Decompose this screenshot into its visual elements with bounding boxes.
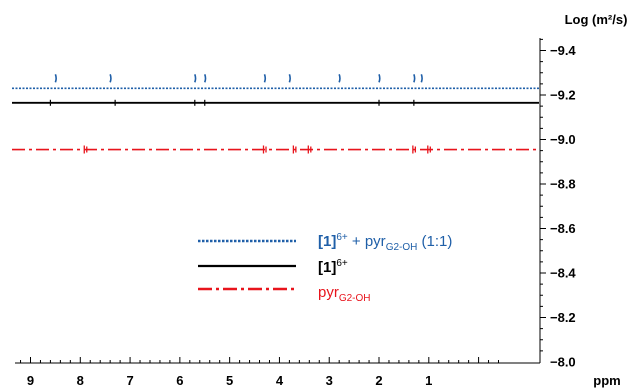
- x-tick-label: 7: [126, 373, 133, 388]
- x-tick-label: 9: [27, 373, 34, 388]
- legend-label-1: [1]6+: [318, 258, 348, 276]
- series-peak-contour: [109, 74, 112, 83]
- x-tick-label: 2: [375, 373, 382, 388]
- series-peak-contour: [263, 74, 267, 83]
- legend-label-part: + pyr: [348, 233, 386, 250]
- legend-label-part: 6+: [336, 258, 348, 269]
- x-axis-title: ppm: [593, 373, 620, 388]
- series-peak-contour: [427, 145, 431, 154]
- x-tick-label: 1: [425, 373, 432, 388]
- series-peak-contour: [413, 74, 416, 83]
- x-tick-label: 6: [176, 373, 183, 388]
- y-tick-label: −9.2: [550, 88, 576, 103]
- x-tick-label: 8: [77, 373, 84, 388]
- series-peak-contour: [292, 145, 297, 154]
- series-peak-contour: [412, 145, 417, 154]
- x-tick-label: 4: [276, 373, 284, 388]
- series-peak-contour: [338, 74, 341, 83]
- y-tick-label: −8.2: [550, 310, 576, 325]
- series-peak-contour: [262, 145, 267, 154]
- series-peak-contour: [54, 74, 57, 83]
- series-peak-contour: [83, 145, 88, 154]
- legend-label-2: pyrG2-OH: [318, 284, 371, 304]
- legend-label-0: [1]6+ + pyrG2-OH (1:1): [318, 232, 452, 253]
- series-peak-contour: [194, 74, 197, 83]
- legend-label-part: [1]: [318, 233, 336, 250]
- x-tick-label: 5: [226, 373, 233, 388]
- series-peak-contour: [420, 74, 423, 83]
- legend-label-part: G2-OH: [339, 293, 371, 304]
- legend-label-part: pyr: [318, 284, 339, 301]
- legend-label-part: [1]: [318, 259, 336, 276]
- legend-label-part: 6+: [336, 232, 348, 243]
- series-peak-contour: [288, 74, 291, 83]
- series-peak-contour: [203, 74, 207, 83]
- series-peak-contour: [378, 74, 381, 83]
- legend-label-part: (1:1): [417, 233, 452, 250]
- y-tick-label: −8.6: [550, 221, 576, 236]
- y-tick-label: −9.0: [550, 132, 576, 147]
- y-axis-title: Log (m²/s): [565, 12, 628, 27]
- y-tick-label: −8.8: [550, 177, 576, 192]
- y-tick-label: −9.4: [550, 43, 576, 58]
- legend-label-part: G2-OH: [386, 242, 418, 253]
- series-peak-contour: [307, 145, 312, 154]
- x-tick-label: 3: [326, 373, 333, 388]
- y-tick-label: −8.4: [550, 266, 576, 281]
- y-tick-label: −8.0: [550, 355, 576, 370]
